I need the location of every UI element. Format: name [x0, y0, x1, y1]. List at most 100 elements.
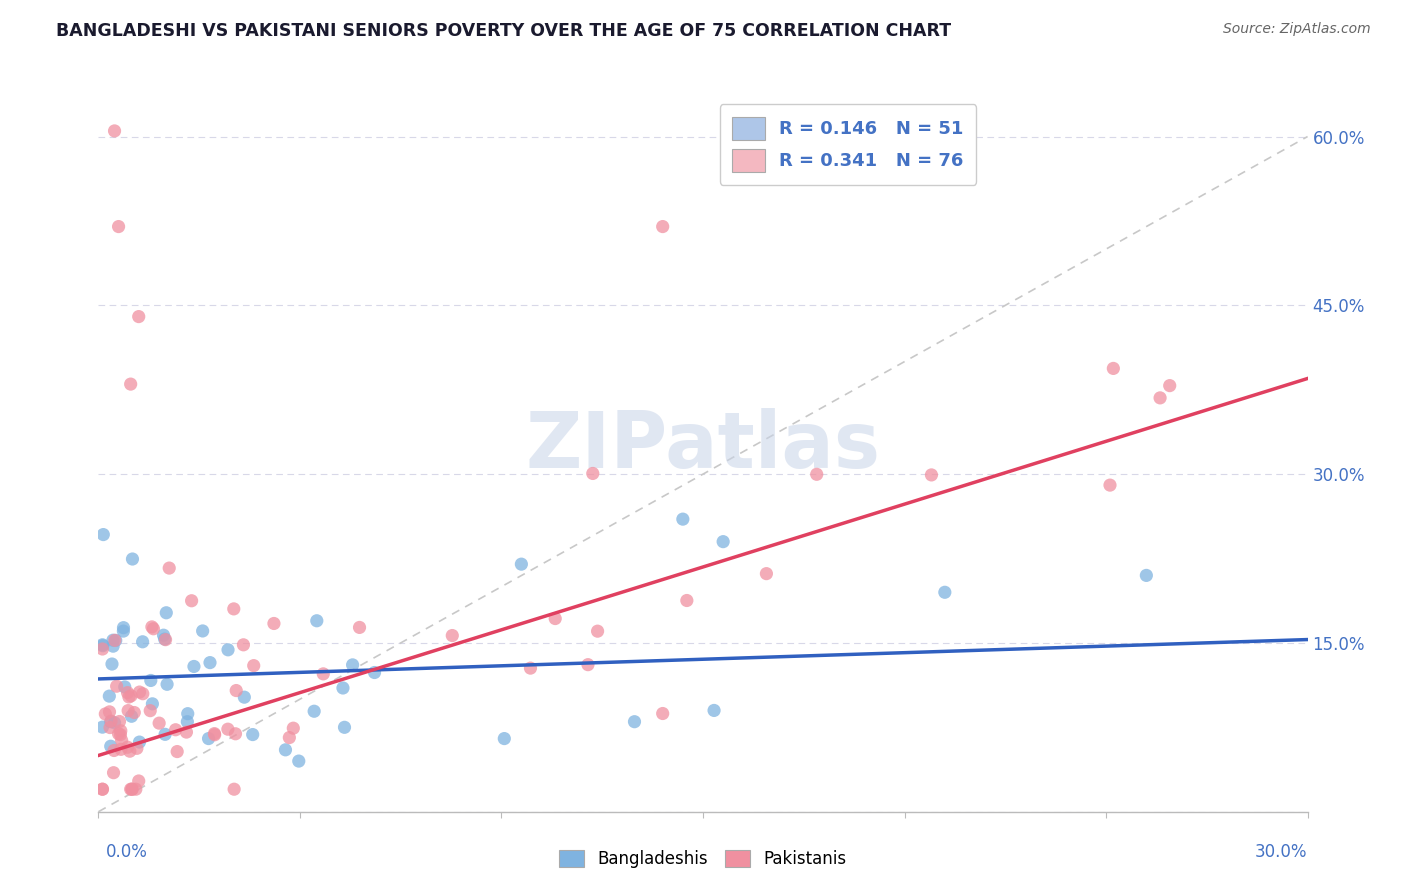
Point [225, 683, 247, 698]
Point [152, 628, 174, 642]
Point [114, 680, 136, 694]
Point [139, 704, 162, 718]
Point [1098, 478, 1121, 492]
Point [110, 742, 132, 756]
Point [128, 735, 150, 749]
Point [191, 624, 214, 638]
Point [363, 665, 385, 680]
Legend: R = 0.146   N = 51, R = 0.341   N = 76: R = 0.146 N = 51, R = 0.341 N = 76 [720, 104, 976, 185]
Point [91, 527, 114, 541]
Point [576, 657, 599, 672]
Point [118, 744, 141, 758]
Point [91, 782, 114, 797]
Text: 0.0%: 0.0% [105, 843, 148, 861]
Point [103, 743, 125, 757]
Point [110, 728, 132, 742]
Point [204, 726, 226, 740]
Point [128, 685, 150, 699]
Point [112, 624, 135, 639]
Point [98, 689, 121, 703]
Point [153, 632, 176, 646]
Point [141, 620, 163, 634]
Point [441, 628, 464, 642]
Text: BANGLADESHI VS PAKISTANI SENIORS POVERTY OVER THE AGE OF 75 CORRELATION CHART: BANGLADESHI VS PAKISTANI SENIORS POVERTY… [56, 22, 952, 40]
Point [131, 635, 153, 649]
Point [676, 593, 699, 607]
Point [91, 639, 114, 653]
Point [155, 606, 177, 620]
Point [623, 714, 645, 729]
Point [519, 661, 541, 675]
Point [125, 741, 148, 756]
Point [305, 614, 328, 628]
Point [165, 723, 187, 737]
Point [263, 616, 285, 631]
Point [197, 731, 219, 746]
Point [274, 743, 297, 757]
Point [91, 720, 114, 734]
Point [91, 642, 114, 657]
Point [586, 624, 609, 639]
Point [672, 512, 695, 526]
Point [806, 467, 828, 482]
Point [107, 727, 129, 741]
Point [112, 621, 135, 635]
Point [98, 705, 121, 719]
Point [183, 659, 205, 673]
Point [166, 745, 188, 759]
Text: ZIPatlas: ZIPatlas [526, 408, 880, 484]
Point [148, 716, 170, 731]
Point [312, 666, 335, 681]
Point [117, 704, 139, 718]
Point [141, 697, 163, 711]
Point [755, 566, 778, 581]
Point [1102, 361, 1125, 376]
Point [703, 703, 725, 717]
Point [101, 639, 124, 653]
Point [711, 534, 734, 549]
Text: Source: ZipAtlas.com: Source: ZipAtlas.com [1223, 22, 1371, 37]
Point [100, 714, 122, 728]
Point [204, 728, 226, 742]
Point [302, 704, 325, 718]
Point [105, 679, 128, 693]
Point [120, 689, 142, 703]
Point [1135, 568, 1157, 582]
Point [132, 687, 155, 701]
Point [125, 782, 148, 797]
Point [120, 377, 142, 392]
Point [349, 620, 371, 634]
Point [103, 715, 125, 730]
Point [155, 632, 177, 647]
Point [176, 725, 198, 739]
Point [156, 677, 179, 691]
Point [283, 721, 305, 735]
Point [157, 561, 180, 575]
Point [101, 633, 124, 648]
Point [103, 765, 125, 780]
Point [333, 720, 356, 734]
Point [108, 714, 131, 729]
Point [117, 685, 139, 699]
Point [128, 310, 150, 324]
Point [177, 706, 200, 721]
Point [233, 690, 256, 705]
Point [120, 782, 142, 797]
Point [288, 754, 311, 768]
Point [494, 731, 516, 746]
Point [142, 622, 165, 636]
Point [180, 593, 202, 607]
Point [242, 728, 264, 742]
Point [651, 219, 673, 234]
Point [920, 467, 942, 482]
Point [118, 690, 141, 704]
Point [224, 782, 246, 797]
Point [176, 714, 198, 729]
Point [278, 731, 301, 745]
Point [217, 642, 239, 657]
Point [232, 638, 254, 652]
Legend: Bangladeshis, Pakistanis: Bangladeshis, Pakistanis [553, 843, 853, 875]
Point [934, 585, 956, 599]
Point [100, 714, 122, 729]
Point [342, 657, 364, 672]
